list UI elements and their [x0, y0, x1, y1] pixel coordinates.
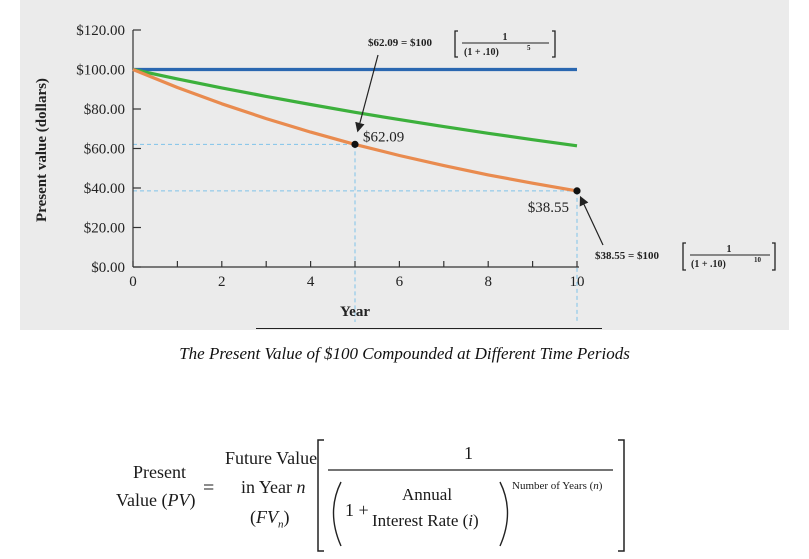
y-tick-label: $120.00 [76, 23, 125, 39]
x-tick-label: 4 [307, 274, 315, 290]
highlight-points: $62.09 $38.55 [351, 129, 581, 216]
series-line-1 [132, 67, 578, 148]
x-tick-label: 0 [129, 274, 137, 290]
y-axis-title: Present value (dollars) [34, 78, 50, 222]
annotation-62-lhs: $62.09 = $100 [368, 37, 433, 49]
annotation-62-formula: $62.09 = $100 1 (1 + .10) 5 [368, 30, 556, 58]
x-tick-label: 2 [218, 274, 226, 290]
y-tick-label: $0.00 [91, 260, 125, 276]
annotation-62-arrow [355, 54, 379, 133]
annotation-62-numerator: 1 [503, 32, 508, 43]
fv-label-line2: in Year n [241, 477, 306, 497]
formula-exponent: Number of Years (n) [512, 480, 603, 492]
y-tick-label: $100.00 [76, 63, 125, 79]
highlight-point-1 [573, 187, 581, 195]
y-tick-label: $40.00 [84, 181, 125, 197]
annotation-38-denominator: (1 + .10) [691, 259, 726, 270]
annotation-62-exponent: 5 [527, 44, 531, 52]
x-tick-label: 6 [396, 274, 404, 290]
annotation-38-exponent: 10 [754, 256, 762, 264]
x-tick-label: 8 [484, 274, 492, 290]
x-tick-label: 10 [570, 274, 585, 290]
rate-label-line1: Annual [402, 485, 453, 504]
highlight-label-0: $62.09 [363, 129, 404, 145]
rate-label-line2: Interest Rate (i) [372, 511, 479, 530]
x-axis-title: Year [340, 304, 370, 320]
formula-numerator: 1 [464, 443, 473, 463]
formula-one-plus: 1 + [345, 500, 369, 520]
fv-label-line3: (FVn) [250, 507, 290, 531]
annotation-38-numerator: 1 [727, 244, 732, 255]
y-tick-label: $60.00 [84, 142, 125, 158]
pv-label-line2: Value (PV) [116, 490, 196, 510]
annotation-38-formula: $38.55 = $100 1 (1 + .10) 10 [595, 242, 776, 271]
caption-rule [256, 328, 602, 329]
highlight-point-0 [351, 140, 359, 148]
annotation-38-lhs: $38.55 = $100 [595, 250, 660, 262]
fv-label-line1: Future Value [225, 448, 318, 468]
y-tick-label: $20.00 [84, 221, 125, 237]
chart-background [20, 0, 789, 330]
highlight-label-1: $38.55 [528, 200, 569, 216]
annotation-62-denominator: (1 + .10) [464, 47, 499, 58]
axes: $0.00 $20.00 $40.00 $60.00 $80.00 $100.00 $120… [76, 23, 584, 290]
y-tick-label: $80.00 [84, 102, 125, 118]
equals-sign: = [203, 477, 215, 499]
pv-label-line1: Present [133, 462, 186, 482]
annotation-38-arrow [579, 195, 604, 246]
guide-lines [133, 143, 578, 322]
figure-caption: The Present Value of $100 Compounded at … [179, 344, 630, 363]
present-value-chart: $0.00 $20.00 $40.00 $60.00 $80.00 $100.00 $120… [20, 0, 789, 330]
